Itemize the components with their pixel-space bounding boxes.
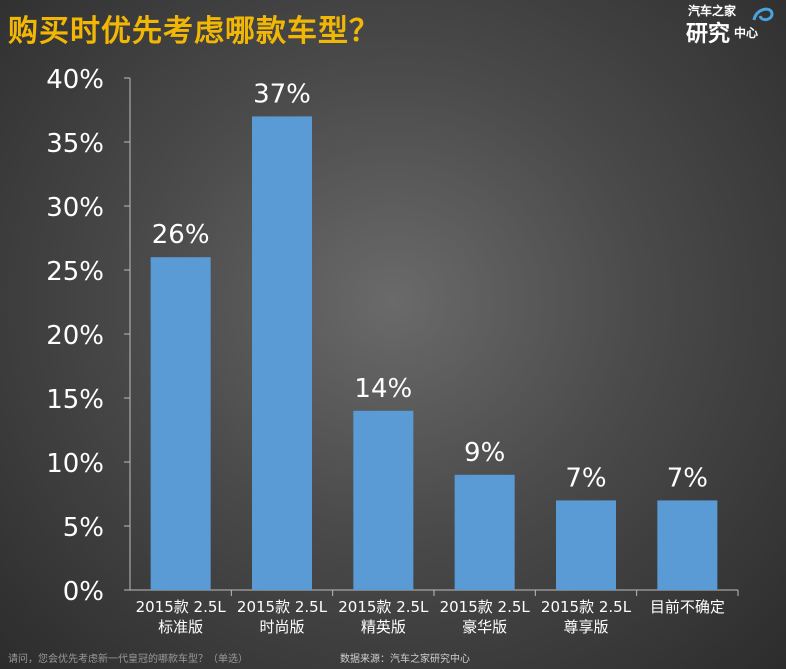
y-tick-label: 25% — [46, 257, 104, 287]
x-tick-label: 2015款 2.5L — [541, 598, 632, 616]
x-tick-label: 2015款 2.5L — [237, 598, 328, 616]
x-tick-label: 时尚版 — [259, 618, 304, 636]
y-tick-label: 5% — [63, 513, 104, 543]
swirl-icon — [752, 7, 774, 22]
survey-question-note: 请问，您会优先考虑新一代皇冠的哪款车型？（单选） — [8, 654, 248, 665]
y-tick-label: 0% — [63, 577, 104, 607]
y-tick-label: 40% — [46, 65, 104, 95]
x-tick-label: 2015款 2.5L — [440, 598, 531, 616]
x-tick-label: 2015款 2.5L — [136, 598, 227, 616]
y-tick-label: 35% — [46, 129, 104, 159]
bar — [150, 257, 211, 590]
x-tick-label: 2015款 2.5L — [338, 598, 429, 616]
data-source-note: 数据来源：汽车之家研究中心 — [340, 654, 470, 665]
bar — [353, 410, 414, 590]
y-tick-label: 30% — [46, 193, 104, 223]
data-label: 37% — [253, 79, 311, 109]
chart-title: 购买时优先考虑哪款车型？ — [8, 14, 380, 49]
y-tick-label: 10% — [46, 449, 104, 479]
logo-main-text: 研究 — [686, 22, 731, 47]
autohome-research-logo: 汽车之家 研究 中心 — [686, 2, 778, 47]
x-tick-label: 标准版 — [158, 618, 203, 636]
logo-brand-text: 汽车之家 — [688, 4, 737, 18]
bar — [454, 474, 515, 590]
data-label: 9% — [464, 438, 505, 468]
data-label: 26% — [152, 220, 210, 250]
logo-sub-text: 中心 — [734, 26, 759, 40]
x-tick-label: 豪华版 — [462, 618, 507, 636]
data-label: 7% — [667, 463, 708, 493]
x-tick-label: 尊享版 — [563, 618, 608, 636]
y-tick-label: 20% — [46, 321, 104, 351]
x-tick-label: 精英版 — [361, 618, 406, 636]
x-tick-label: 目前不确定 — [650, 598, 725, 616]
data-label: 14% — [354, 374, 412, 404]
bar — [252, 116, 312, 591]
data-label: 7% — [565, 463, 606, 493]
bar — [556, 500, 616, 590]
y-tick-label: 15% — [46, 385, 104, 415]
bar — [657, 500, 718, 590]
